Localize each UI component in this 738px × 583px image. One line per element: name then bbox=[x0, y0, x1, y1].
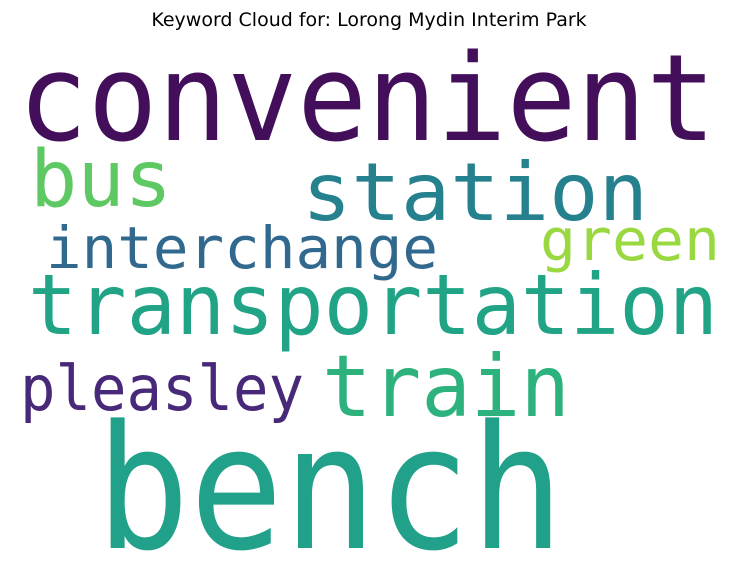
word-bench: bench bbox=[96, 388, 564, 583]
word-convenient: convenient bbox=[18, 30, 716, 169]
word-interchange: interchange bbox=[46, 214, 438, 282]
word-bus: bus bbox=[30, 135, 172, 225]
word-train: train bbox=[322, 337, 570, 437]
word-green: green bbox=[540, 206, 720, 274]
word-station: station bbox=[302, 146, 648, 239]
word-pleasley: pleasley bbox=[20, 352, 304, 425]
word-transportation: transportation bbox=[28, 256, 718, 354]
page-title: Keyword Cloud for: Lorong Mydin Interim … bbox=[151, 9, 587, 31]
